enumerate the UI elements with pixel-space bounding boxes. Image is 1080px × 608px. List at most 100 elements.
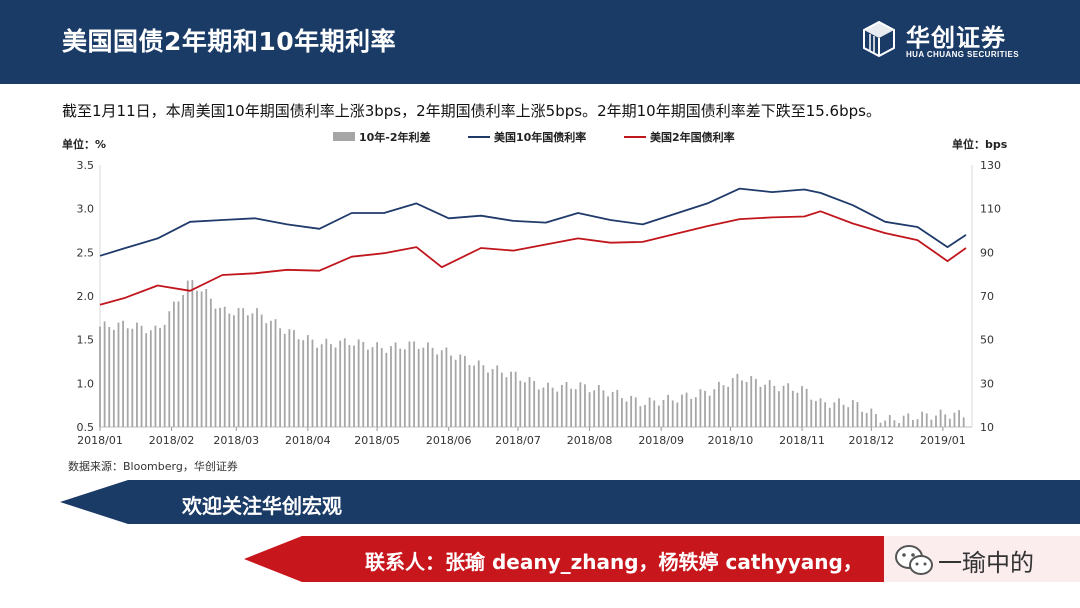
spread-bar bbox=[154, 325, 157, 427]
spread-bar bbox=[122, 320, 124, 427]
spread-bar bbox=[671, 400, 674, 427]
follow-banner-text: 欢迎关注华创宏观 bbox=[182, 494, 342, 518]
spread-bar bbox=[131, 328, 134, 427]
y-left-tick-label: 0.5 bbox=[77, 421, 95, 434]
spread-bar bbox=[796, 392, 799, 427]
spread-bar bbox=[953, 412, 956, 427]
spread-bar bbox=[149, 330, 152, 427]
x-tick-label: 2019/01 bbox=[920, 434, 966, 447]
spread-bar bbox=[907, 413, 910, 427]
header-bar bbox=[0, 0, 1080, 84]
y-right-tick-label: 70 bbox=[980, 290, 994, 303]
spread-bar bbox=[856, 402, 859, 427]
spread-bar bbox=[214, 308, 217, 427]
legend-swatch-spread bbox=[333, 132, 355, 141]
spread-bar bbox=[228, 313, 231, 427]
x-tick-label: 2018/11 bbox=[779, 434, 825, 447]
spread-bar bbox=[574, 389, 577, 427]
x-tick-label: 2018/06 bbox=[426, 434, 472, 447]
spread-bar bbox=[223, 306, 226, 427]
spread-bar bbox=[413, 341, 415, 427]
spread-bar bbox=[667, 394, 669, 427]
spread-bar bbox=[704, 390, 706, 427]
spread-bar bbox=[879, 422, 882, 427]
x-tick-label: 2018/03 bbox=[213, 434, 259, 447]
spread-bar bbox=[639, 406, 642, 427]
yield-lines bbox=[99, 187, 967, 306]
spread-bar bbox=[112, 329, 115, 427]
spread-bar bbox=[293, 330, 295, 427]
spread-bar bbox=[436, 354, 439, 427]
spread-bar bbox=[422, 347, 425, 427]
spread-bar bbox=[237, 308, 240, 427]
spread-bar bbox=[560, 384, 563, 427]
spread-bar bbox=[283, 333, 286, 427]
spread-bar bbox=[621, 398, 623, 427]
x-tick-label: 2018/08 bbox=[567, 434, 613, 447]
contact-banner bbox=[244, 536, 1080, 582]
spread-bar bbox=[117, 322, 120, 427]
x-tick-label: 2018/09 bbox=[638, 434, 684, 447]
y-left-tick-label: 2.0 bbox=[77, 290, 95, 303]
spread-bar bbox=[357, 339, 360, 427]
spread-bar bbox=[565, 382, 568, 427]
spread-bar bbox=[616, 389, 619, 427]
y-right-tick-label: 50 bbox=[980, 334, 994, 347]
data-source: 数据来源：Bloomberg，华创证券 bbox=[68, 459, 238, 473]
y-right-tick-label: 130 bbox=[980, 159, 1001, 172]
spread-bar bbox=[399, 348, 402, 427]
spread-bar bbox=[773, 385, 776, 427]
spread-bar bbox=[898, 423, 900, 427]
spread-bar bbox=[136, 322, 138, 427]
spread-bar bbox=[140, 325, 143, 427]
spread-bars bbox=[99, 280, 965, 427]
spread-bar bbox=[768, 380, 771, 427]
spread-bar bbox=[694, 397, 697, 427]
spread-bar bbox=[209, 298, 212, 427]
spread-bar bbox=[819, 398, 822, 427]
spread-bar bbox=[962, 417, 965, 427]
spread-bar bbox=[630, 395, 633, 427]
spread-bar bbox=[828, 407, 831, 427]
spread-bar bbox=[233, 315, 235, 427]
x-tick-label: 2018/12 bbox=[848, 434, 894, 447]
spread-bar bbox=[325, 338, 328, 427]
y-right-ticks: 130 110 90 70 50 30 10 bbox=[980, 159, 1001, 434]
spread-bar bbox=[644, 404, 646, 427]
spread-bar bbox=[519, 380, 522, 427]
spread-bar bbox=[741, 380, 743, 427]
spread-bar bbox=[177, 301, 180, 427]
spread-bar bbox=[417, 348, 420, 427]
spread-bar bbox=[473, 365, 476, 427]
spread-bar bbox=[888, 415, 891, 427]
spread-bar bbox=[648, 397, 651, 427]
spread-bar bbox=[163, 324, 166, 427]
spread-bar bbox=[625, 401, 628, 427]
spread-bar bbox=[824, 402, 827, 427]
us-10y-yield-line bbox=[99, 187, 967, 257]
spread-bar bbox=[611, 391, 614, 427]
spread-bar bbox=[320, 344, 323, 427]
spread-bar bbox=[634, 397, 637, 427]
spread-bar bbox=[579, 382, 582, 427]
spread-bar bbox=[884, 420, 887, 427]
spread-bar bbox=[782, 385, 785, 427]
spread-bar bbox=[463, 355, 466, 427]
spread-bar bbox=[593, 390, 596, 427]
spread-bar bbox=[182, 294, 185, 427]
spread-bar bbox=[108, 327, 111, 427]
spread-bar bbox=[662, 399, 665, 427]
spread-bar bbox=[159, 327, 161, 427]
page-title: 美国国债2年期和10年期利率 bbox=[62, 27, 397, 56]
spread-bar bbox=[847, 407, 850, 427]
spread-bar bbox=[371, 347, 374, 427]
spread-bar bbox=[505, 377, 508, 427]
spread-bar bbox=[921, 411, 924, 427]
spread-bar bbox=[390, 346, 392, 427]
x-tick-label: 2018/02 bbox=[149, 434, 195, 447]
spread-bar bbox=[801, 386, 803, 427]
y-left-tick-label: 3.5 bbox=[77, 159, 95, 172]
spread-bar bbox=[870, 408, 873, 427]
contact-banner-text: 联系人：张瑜 deany_zhang，杨轶婷 cathyyang， bbox=[365, 550, 863, 574]
y-right-tick-label: 110 bbox=[980, 203, 1001, 216]
